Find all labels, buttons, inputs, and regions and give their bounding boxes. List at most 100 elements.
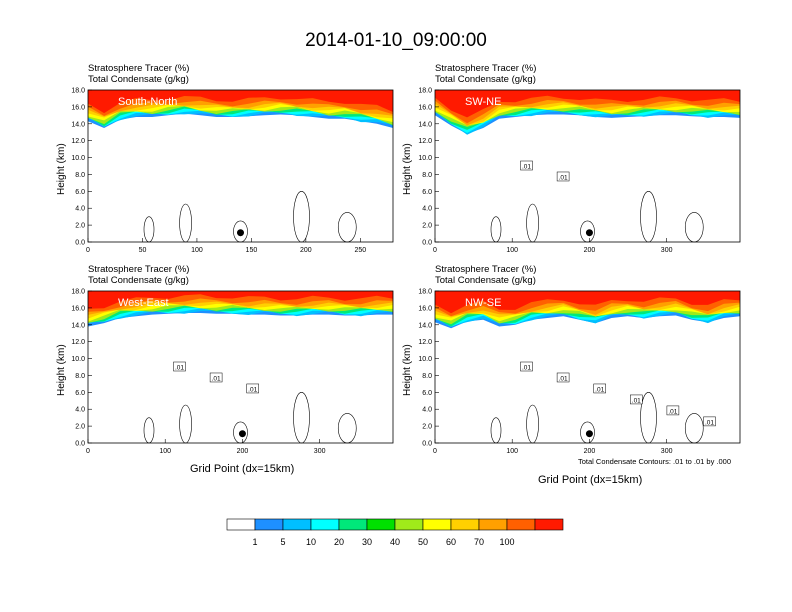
- contour-label-text: .01: [248, 386, 257, 393]
- contour-label: .01: [173, 361, 186, 372]
- panel-title-line-2: Total Condensate (g/kg): [88, 74, 189, 85]
- colorbar-swatch: [310, 518, 340, 531]
- contour-label: .01: [556, 171, 570, 182]
- y-tick-label: 10.0: [71, 155, 85, 162]
- x-tick-label: 200: [300, 247, 312, 254]
- contour-label-text: .01: [632, 397, 641, 404]
- y-tick-label: 0.0: [422, 240, 432, 247]
- panel-title-line-1: Stratosphere Tracer (%): [435, 63, 537, 74]
- contour-label-box: [556, 171, 570, 182]
- x-tick-label: 100: [506, 448, 518, 455]
- location-marker: [238, 430, 246, 438]
- x-tick-label: 300: [314, 448, 326, 455]
- contour-label: .01: [703, 416, 716, 427]
- location-marker: [237, 229, 244, 237]
- y-tick-label: 8.0: [422, 172, 432, 179]
- plot-frame: [434, 89, 741, 243]
- y-tick-label: 10.0: [418, 356, 432, 363]
- y-tick-label: 18.0: [71, 289, 85, 296]
- y-tick-label: 16.0: [71, 104, 85, 111]
- y-tick-label: 6.0: [75, 390, 85, 397]
- tracer-band: [435, 90, 740, 118]
- panel-label: West-East: [118, 297, 169, 309]
- colorbar-swatch: [226, 518, 256, 531]
- y-tick-label: 12.0: [71, 138, 85, 145]
- contour-label-box: [703, 416, 716, 427]
- contour-label-text: .01: [595, 386, 604, 393]
- contour-label: .01: [520, 160, 533, 171]
- y-axis-label: Height (km): [402, 143, 413, 195]
- contour-label: .01: [520, 361, 533, 372]
- y-tick-label: 14.0: [418, 322, 432, 329]
- y-tick-label: 12.0: [71, 339, 85, 346]
- x-tick-label: 50: [139, 247, 147, 254]
- contour-label: .01: [666, 405, 680, 415]
- cross-section-plot-sw-ne: .01 .01 SW-NE 0.0 2.0 4.0 6.0 8.0 10.0 12.0 14.0 16…: [418, 88, 741, 254]
- y-tick-label: 16.0: [418, 305, 432, 312]
- contour-label-box: [520, 361, 533, 372]
- colorbar-swatch: [506, 518, 536, 531]
- contour-label: .01: [246, 383, 259, 393]
- y-tick-label: 14.0: [71, 322, 85, 329]
- x-tick-label: 100: [191, 247, 203, 254]
- y-tick-label: 4.0: [422, 407, 432, 414]
- contour-label-box: [556, 372, 570, 383]
- colorbar-swatch: [478, 518, 508, 531]
- contour-label: .01: [593, 383, 606, 394]
- y-tick-label: 2.0: [75, 424, 85, 431]
- tracer-band: [88, 291, 393, 309]
- x-tick-label: 0: [433, 247, 437, 254]
- x-tick-label: 0: [86, 247, 90, 254]
- tracer-band: [88, 90, 393, 114]
- y-tick-label: 4.0: [422, 206, 432, 213]
- y-tick-label: 10.0: [71, 356, 85, 363]
- y-tick-label: 0.0: [75, 441, 85, 448]
- x-tick-label: 250: [354, 247, 366, 254]
- colorbar-label: 100: [499, 537, 514, 547]
- page-title: 2014-01-10_09:00:00: [305, 30, 487, 51]
- cross-section-plot-south-north: South-North 0.0 2.0 4.0 6.0 8.0 10.0 12.0 14.0 16…: [71, 88, 394, 254]
- x-tick-label: 200: [584, 247, 596, 254]
- contour-label-text: .01: [559, 174, 568, 181]
- cross-section-plot-west-east: .01 .01 .01 West-East 0.0 2.0 4.0 6.0 8.0 10.0 12.…: [71, 289, 394, 455]
- plot-background: [88, 291, 393, 443]
- y-tick-label: 6.0: [75, 189, 85, 196]
- contour-label-text: .01: [522, 164, 531, 171]
- colorbar-label: 40: [390, 537, 400, 547]
- cross-section-plot-nw-se: .01 .01 .01 .01 .01 .01 NW-SE 0.0 2.0 4.0 6.0 8.0 10…: [418, 289, 741, 455]
- plot-frame: [87, 89, 394, 243]
- y-tick-label: 4.0: [75, 206, 85, 213]
- plot-frame: [434, 290, 741, 444]
- x-tick-label: 300: [661, 247, 673, 254]
- colorbar: 1 5 10 20 30 40 50 60 70 100: [226, 518, 564, 547]
- tracer-band: [435, 291, 740, 314]
- x-axis-label: Grid Point (dx=15km): [538, 474, 643, 486]
- panel-title-line-1: Stratosphere Tracer (%): [88, 264, 190, 275]
- y-tick-label: 2.0: [422, 424, 432, 431]
- contour-label-text: .01: [668, 408, 677, 415]
- contour-label-box: [593, 383, 606, 394]
- colorbar-swatch: [394, 518, 424, 531]
- y-tick-label: 14.0: [418, 121, 432, 128]
- contour-label-text: .01: [705, 419, 714, 426]
- colorbar-label: 20: [334, 537, 344, 547]
- y-tick-label: 8.0: [75, 172, 85, 179]
- y-tick-label: 8.0: [422, 373, 432, 380]
- contour-label-text: .01: [559, 375, 568, 382]
- contour-label: .01: [556, 372, 570, 383]
- location-marker: [585, 229, 593, 237]
- y-tick-label: 0.0: [75, 240, 85, 247]
- y-tick-label: 18.0: [418, 289, 432, 296]
- y-tick-label: 18.0: [418, 88, 432, 95]
- colorbar-label: 10: [306, 537, 316, 547]
- location-marker: [585, 430, 593, 438]
- x-axis-label: Grid Point (dx=15km): [190, 463, 295, 475]
- y-tick-label: 2.0: [75, 223, 85, 230]
- y-axis-label: Height (km): [402, 344, 413, 396]
- contour-label-box: [209, 372, 223, 383]
- panel-title-line-2: Total Condensate (g/kg): [435, 275, 536, 286]
- colorbar-swatch: [450, 518, 480, 531]
- panel-label: SW-NE: [465, 96, 501, 108]
- panel-label: South-North: [118, 96, 177, 108]
- x-tick-label: 150: [246, 247, 258, 254]
